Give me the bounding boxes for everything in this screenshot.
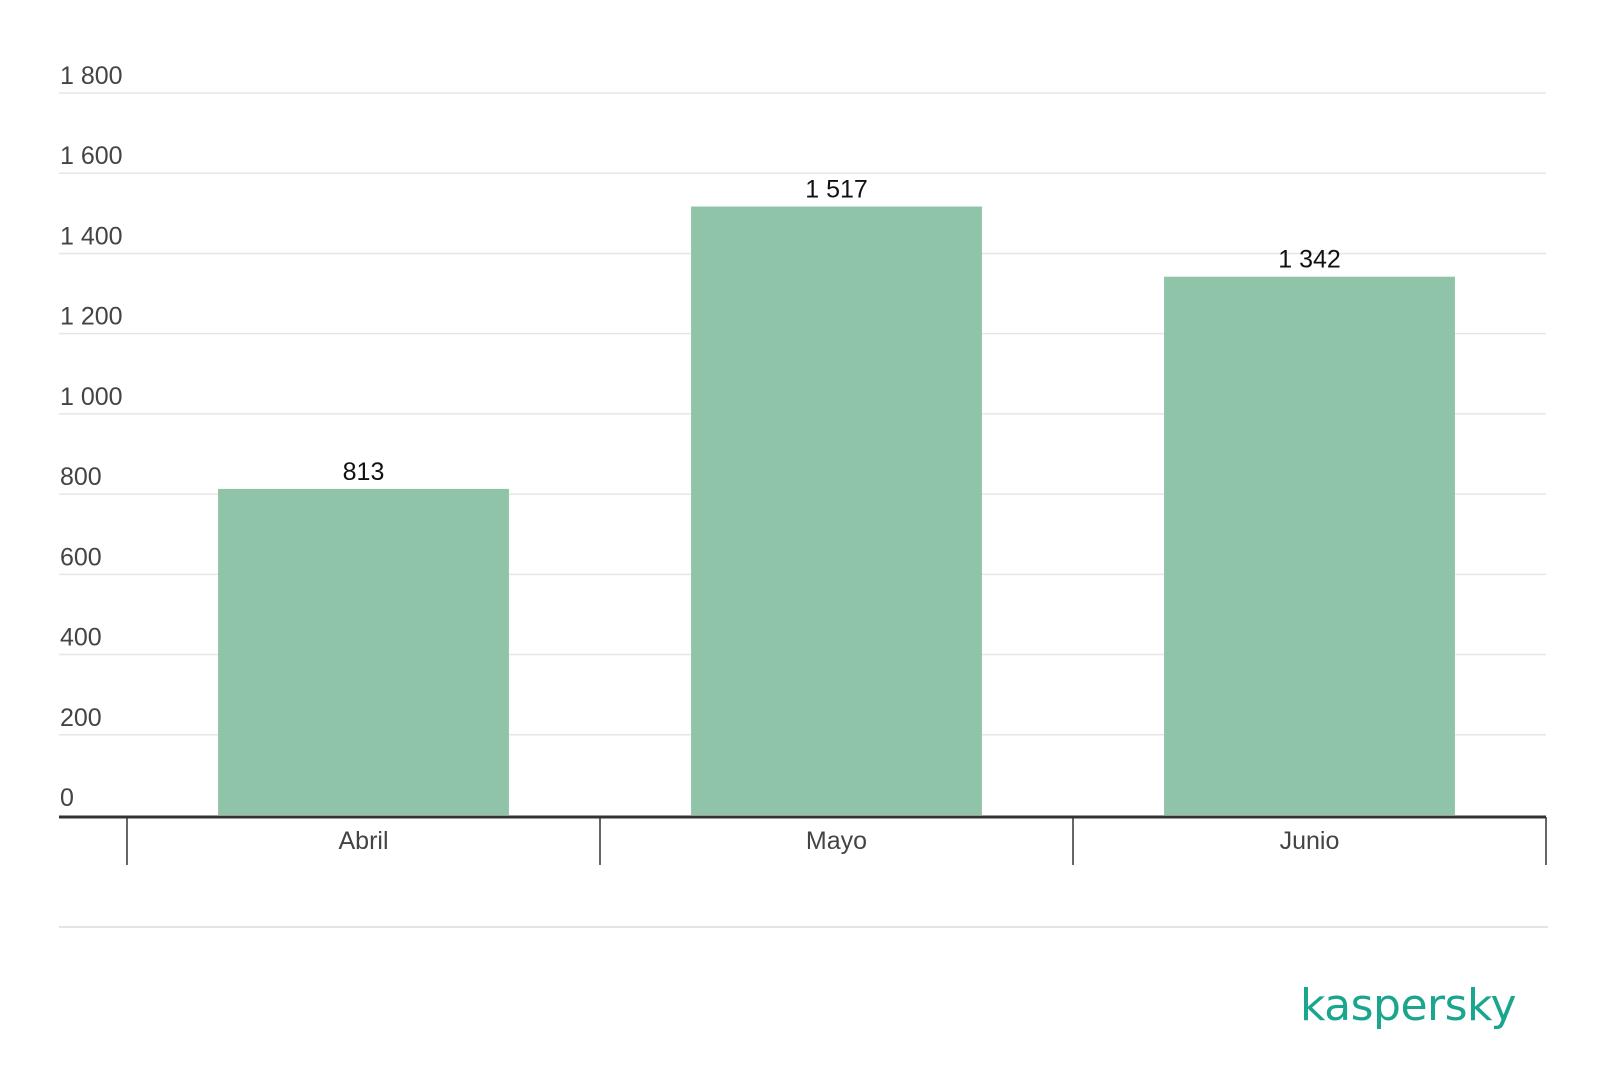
x-tick-label-junio: Junio [1280,827,1340,855]
y-tick-label: 1 600 [60,142,123,170]
bar-junio [1164,276,1455,816]
y-tick-label: 1 200 [60,303,123,331]
y-tick-label: 1 400 [60,222,123,250]
data-label-abril: 813 [343,458,385,486]
data-labels: 813 1 517 1 342 [343,176,1341,486]
y-tick-label: 200 [60,704,102,732]
y-tick-label: 1 000 [60,383,123,411]
bar-mayo [691,206,982,815]
data-label-junio: 1 342 [1278,246,1341,274]
x-tick-label-mayo: Mayo [806,827,867,855]
y-tick-label: 800 [60,463,102,491]
y-tick-label: 600 [60,543,102,571]
x-axis [59,815,1547,865]
y-tick-label: 400 [60,624,102,652]
data-label-mayo: 1 517 [805,176,868,204]
x-tick-label-abril: Abril [338,827,388,855]
y-tick-label: 0 [60,784,74,812]
y-axis-tick-labels: 0 200 400 600 800 1 000 1 200 1 400 1 600 1 800 [60,62,123,812]
bars [218,206,1455,816]
x-axis-tick-labels: Abril Mayo Junio [338,827,1339,855]
y-tick-label: 1 800 [60,62,123,90]
kaspersky-logo: kaspersky [1300,980,1516,1031]
bar-abril [218,488,509,815]
